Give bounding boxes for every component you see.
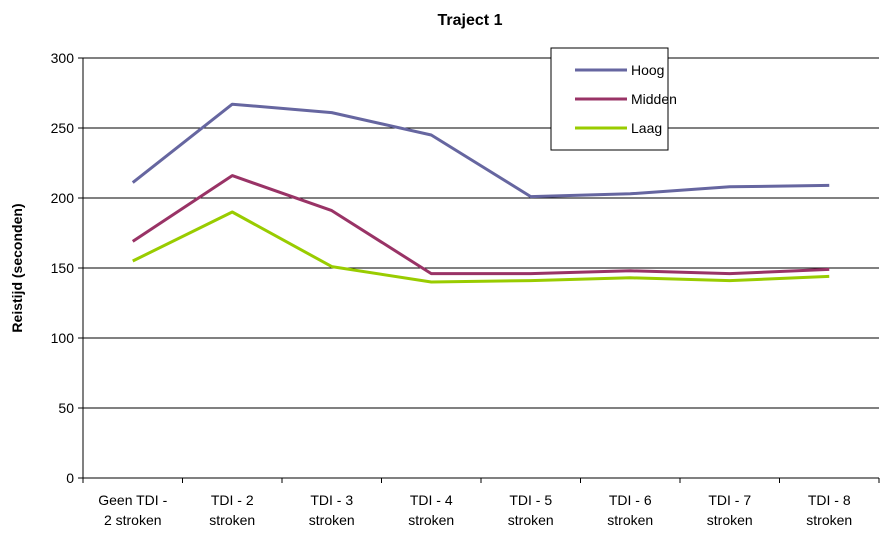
series-line-midden	[131, 174, 830, 276]
x-tick-label: stroken	[707, 512, 753, 528]
x-tick-label: TDI - 5	[509, 492, 552, 508]
x-tick-label: Geen TDI -	[98, 492, 167, 508]
y-tick-label: 0	[66, 470, 74, 486]
chart-title: Traject 1	[438, 12, 503, 29]
axes: 0 50 100 150 200 250 300 Geen TDI - 2 stroken TDI…	[51, 50, 880, 528]
x-tick-label: TDI - 8	[808, 492, 851, 508]
legend-label: Hoog	[631, 62, 664, 78]
x-tick-label: stroken	[607, 512, 653, 528]
series-line-laag	[132, 210, 830, 284]
y-tick-label: 250	[51, 120, 75, 136]
y-axis-label: Reistijd (seconden)	[9, 203, 25, 332]
y-tick-label: 100	[51, 330, 75, 346]
x-tick-label: stroken	[209, 512, 255, 528]
x-tick-label: TDI - 7	[708, 492, 751, 508]
x-tick-label: TDI - 6	[609, 492, 652, 508]
x-tick-label: TDI - 4	[410, 492, 453, 508]
x-tick-label: TDI - 3	[310, 492, 353, 508]
legend-label: Laag	[631, 120, 662, 136]
x-tick-label: 2 stroken	[104, 512, 162, 528]
series-lines	[131, 102, 830, 284]
series-line-hoog	[131, 102, 830, 199]
x-tick-label: stroken	[508, 512, 554, 528]
x-tick-label: TDI - 2	[211, 492, 254, 508]
legend-label: Midden	[631, 91, 677, 107]
x-tick-label: stroken	[806, 512, 852, 528]
y-tick-label: 150	[51, 260, 75, 276]
y-tick-label: 300	[51, 50, 75, 66]
y-tick-label: 50	[58, 400, 74, 416]
legend: Hoog Midden Laag	[550, 47, 677, 151]
x-tick-label: stroken	[309, 512, 355, 528]
gridlines	[83, 57, 879, 409]
y-tick-label: 200	[51, 190, 75, 206]
x-tick-label: stroken	[408, 512, 454, 528]
